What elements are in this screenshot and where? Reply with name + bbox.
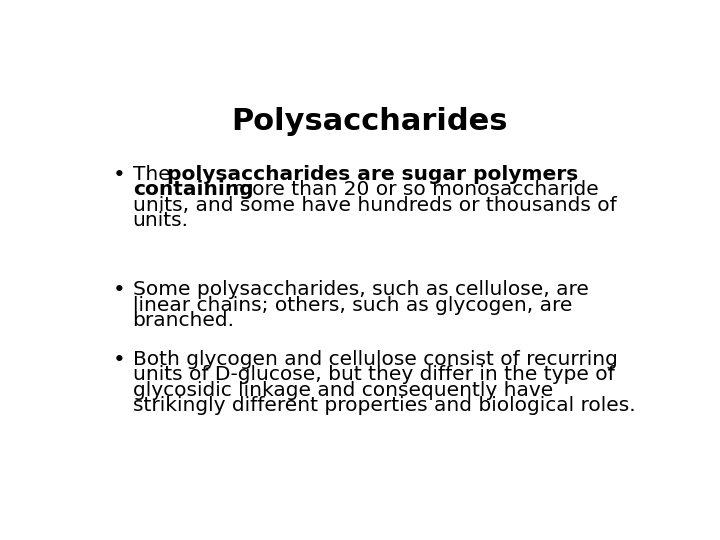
- Text: •: •: [113, 280, 126, 300]
- Text: strikingly different properties and biological roles.: strikingly different properties and biol…: [132, 396, 635, 415]
- Text: Polysaccharides: Polysaccharides: [230, 107, 508, 136]
- Text: branched.: branched.: [132, 311, 235, 330]
- Text: •: •: [113, 350, 126, 370]
- Text: polysaccharides are sugar polymers: polysaccharides are sugar polymers: [167, 165, 578, 184]
- Text: •: •: [113, 165, 126, 185]
- Text: units, and some have hundreds or thousands of: units, and some have hundreds or thousan…: [132, 195, 616, 215]
- Text: linear chains; others, such as glycogen, are: linear chains; others, such as glycogen,…: [132, 296, 572, 315]
- Text: Some polysaccharides, such as cellulose, are: Some polysaccharides, such as cellulose,…: [132, 280, 588, 299]
- Text: Both glycogen and cellulose consist of recurring: Both glycogen and cellulose consist of r…: [132, 350, 618, 369]
- Text: units of D-glucose, but they differ in the type of: units of D-glucose, but they differ in t…: [132, 365, 614, 384]
- Text: glycosidic linkage and consequently have: glycosidic linkage and consequently have: [132, 381, 553, 400]
- Text: more than 20 or so monosaccharide: more than 20 or so monosaccharide: [226, 180, 599, 199]
- Text: The: The: [132, 165, 176, 184]
- Text: units.: units.: [132, 211, 189, 230]
- Text: containing: containing: [132, 180, 253, 199]
